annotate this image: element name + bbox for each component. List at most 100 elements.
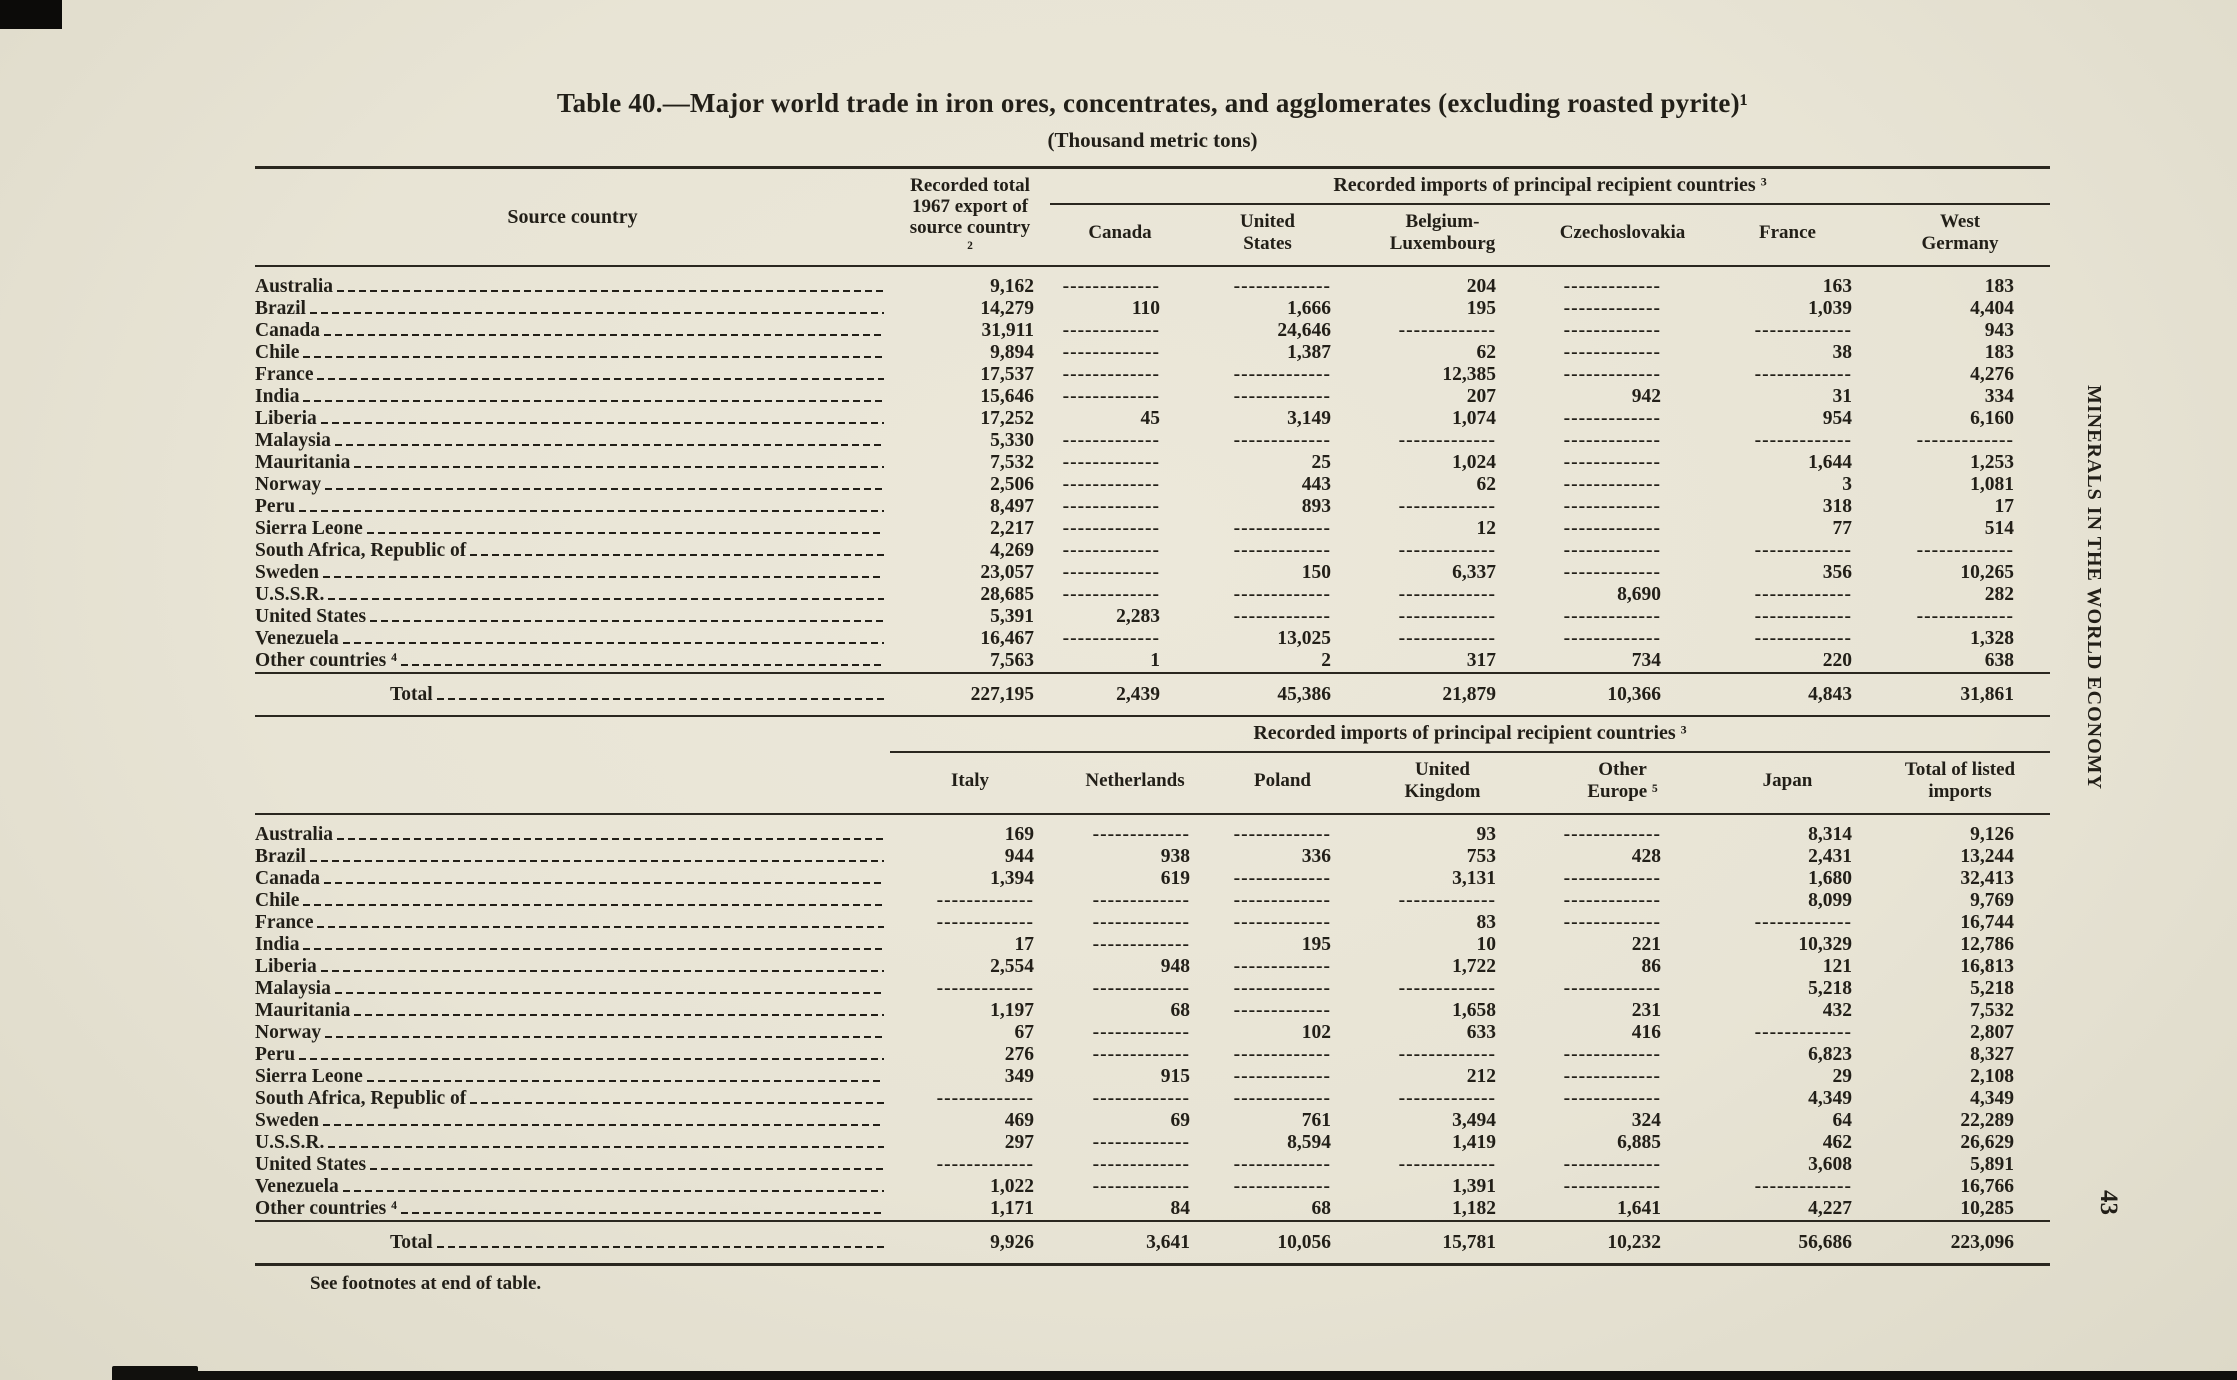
empty-cell-dashes: ------------- <box>1062 452 1160 473</box>
page-number: 43 <box>2095 1190 2122 1215</box>
value-cell: 10,329 <box>1798 934 1852 955</box>
source-country-cell: India <box>255 386 890 408</box>
empty-cell: ------------- <box>1050 474 1190 496</box>
empty-cell: ------------- <box>1190 518 1345 540</box>
source-country-cell: Malaysia <box>255 978 890 1000</box>
value-cell: 227,195 <box>890 672 1050 717</box>
value-cell: 25 <box>1311 452 1332 473</box>
table-row: South Africa, Republic of ------------- --… <box>255 1088 2050 1110</box>
country-name: U.S.S.R. <box>255 584 325 605</box>
value-cell: 7,563 <box>990 650 1034 671</box>
dash-leader <box>366 526 884 534</box>
header-row-span-2: Recorded imports of principal recipient … <box>255 717 2051 815</box>
empty-cell: ------------- <box>1345 1088 1540 1110</box>
empty-cell: ------------- <box>1220 868 1345 890</box>
source-country-cell: Sweden <box>255 1110 890 1132</box>
value-cell: 102 <box>1301 1022 1331 1043</box>
country-name: Australia <box>255 276 333 297</box>
dash-leader <box>324 328 884 336</box>
empty-cell: ------------- <box>1050 912 1220 934</box>
dash-leader <box>303 394 884 402</box>
empty-cell-dashes: ------------- <box>1233 956 1331 977</box>
empty-cell-dashes: ------------- <box>1092 1044 1190 1065</box>
empty-cell-dashes: ------------- <box>1563 562 1661 583</box>
value-cell: 5,218 <box>1970 978 2015 999</box>
table-subtitle: (Thousand metric tons) <box>1047 128 1258 152</box>
value-cell: 31 <box>1832 386 1853 407</box>
country-name: India <box>255 386 300 407</box>
col-header-label: Canada <box>1088 222 1152 243</box>
empty-cell: ------------- <box>1050 1022 1220 1044</box>
country-name: Brazil <box>255 298 306 319</box>
empty-cell: ------------- <box>1050 496 1190 518</box>
empty-cell-dashes: ------------- <box>1233 1044 1331 1065</box>
dash-leader <box>337 284 884 292</box>
empty-cell-dashes: ------------- <box>936 1154 1034 1175</box>
col-header-canada: Canada <box>1050 204 1190 267</box>
empty-cell-dashes: ------------- <box>1092 1088 1190 1109</box>
country-name: Other countries ⁴ <box>255 1198 397 1219</box>
empty-cell-dashes: ------------- <box>1233 430 1331 451</box>
empty-cell-dashes: ------------- <box>1233 890 1331 911</box>
empty-cell-dashes: ------------- <box>1092 1154 1190 1175</box>
dash-leader <box>299 1052 884 1060</box>
value-cell: 110 <box>1131 298 1160 319</box>
empty-cell: ------------- <box>1050 266 1190 298</box>
value-cell: 84 <box>1170 1198 1191 1219</box>
source-country-cell: India <box>255 934 890 956</box>
empty-cell: ------------- <box>1190 584 1345 606</box>
table-row: Sierra Leone 2,217 ------------- ----------… <box>255 518 2050 540</box>
empty-cell: ------------- <box>1705 320 1870 342</box>
source-country-cell: United States <box>255 606 890 628</box>
table-row: Peru 276 ------------- ------------- -------… <box>255 1044 2050 1066</box>
empty-cell: ------------- <box>1220 1044 1345 1066</box>
col-header-label: Belgium-Luxembourg <box>1389 211 1496 254</box>
empty-cell-dashes: ------------- <box>1563 408 1661 429</box>
value-cell: 432 <box>1822 1000 1852 1021</box>
dash-leader <box>322 1118 884 1126</box>
value-cell: 13,025 <box>1277 628 1331 649</box>
value-cell: 24,646 <box>1277 320 1331 341</box>
empty-cell-dashes: ------------- <box>1398 430 1496 451</box>
empty-cell: ------------- <box>1190 430 1345 452</box>
value-cell: 26,629 <box>1960 1132 2015 1153</box>
empty-cell-dashes: ------------- <box>1092 934 1190 955</box>
empty-cell: ------------- <box>1540 890 1705 912</box>
dash-leader <box>470 1096 884 1104</box>
empty-cell: ------------- <box>1345 430 1540 452</box>
table-row: Malaysia 5,330 ------------- ------------- -… <box>255 430 2050 452</box>
empty-cell: ------------- <box>1345 628 1540 650</box>
value-cell: 195 <box>1466 298 1496 319</box>
total-label-cell: Total <box>255 1220 890 1266</box>
value-cell: 12,786 <box>1960 934 2015 955</box>
total-row: Total 227,195 2,439 45,386 21,879 10,366 4,843… <box>255 672 2051 717</box>
empty-cell-dashes: ------------- <box>1233 276 1331 297</box>
table-row: Norway 67 ------------- 102 633 416 ----------… <box>255 1022 2050 1044</box>
empty-cell-dashes: ------------- <box>1398 1154 1496 1175</box>
value-cell: 9,894 <box>990 342 1034 363</box>
empty-cell: ------------- <box>1540 978 1705 1000</box>
empty-cell-dashes: ------------- <box>1062 474 1160 495</box>
empty-cell: ------------- <box>1220 1088 1345 1110</box>
value-cell: 28,685 <box>980 584 1034 605</box>
value-cell: 8,327 <box>1970 1044 2015 1065</box>
value-cell: 3 <box>1842 474 1852 495</box>
country-name: United States <box>255 1154 367 1175</box>
country-name: Liberia <box>255 956 317 977</box>
empty-cell-dashes: ------------- <box>1563 430 1661 451</box>
table-row: Other countries ⁴ 7,563 1 2 317 734 220 638 <box>255 650 2050 673</box>
value-cell: 7,532 <box>990 452 1034 473</box>
value-cell: 2,807 <box>1970 1022 2015 1043</box>
value-cell: 1,253 <box>1970 452 2015 473</box>
empty-cell-dashes: ------------- <box>1754 912 1852 933</box>
empty-cell-dashes: ------------- <box>1092 1022 1190 1043</box>
source-country-cell: Peru <box>255 496 890 518</box>
value-cell: 6,823 <box>1808 1044 1852 1065</box>
empty-cell: ------------- <box>1345 496 1540 518</box>
value-cell: 317 <box>1466 650 1496 671</box>
value-cell: 3,641 <box>1050 1220 1220 1266</box>
value-cell: 3,131 <box>1452 868 1496 889</box>
empty-cell-dashes: ------------- <box>1754 584 1852 605</box>
value-cell: 10,056 <box>1220 1220 1345 1266</box>
source-country-cell: Brazil <box>255 298 890 320</box>
